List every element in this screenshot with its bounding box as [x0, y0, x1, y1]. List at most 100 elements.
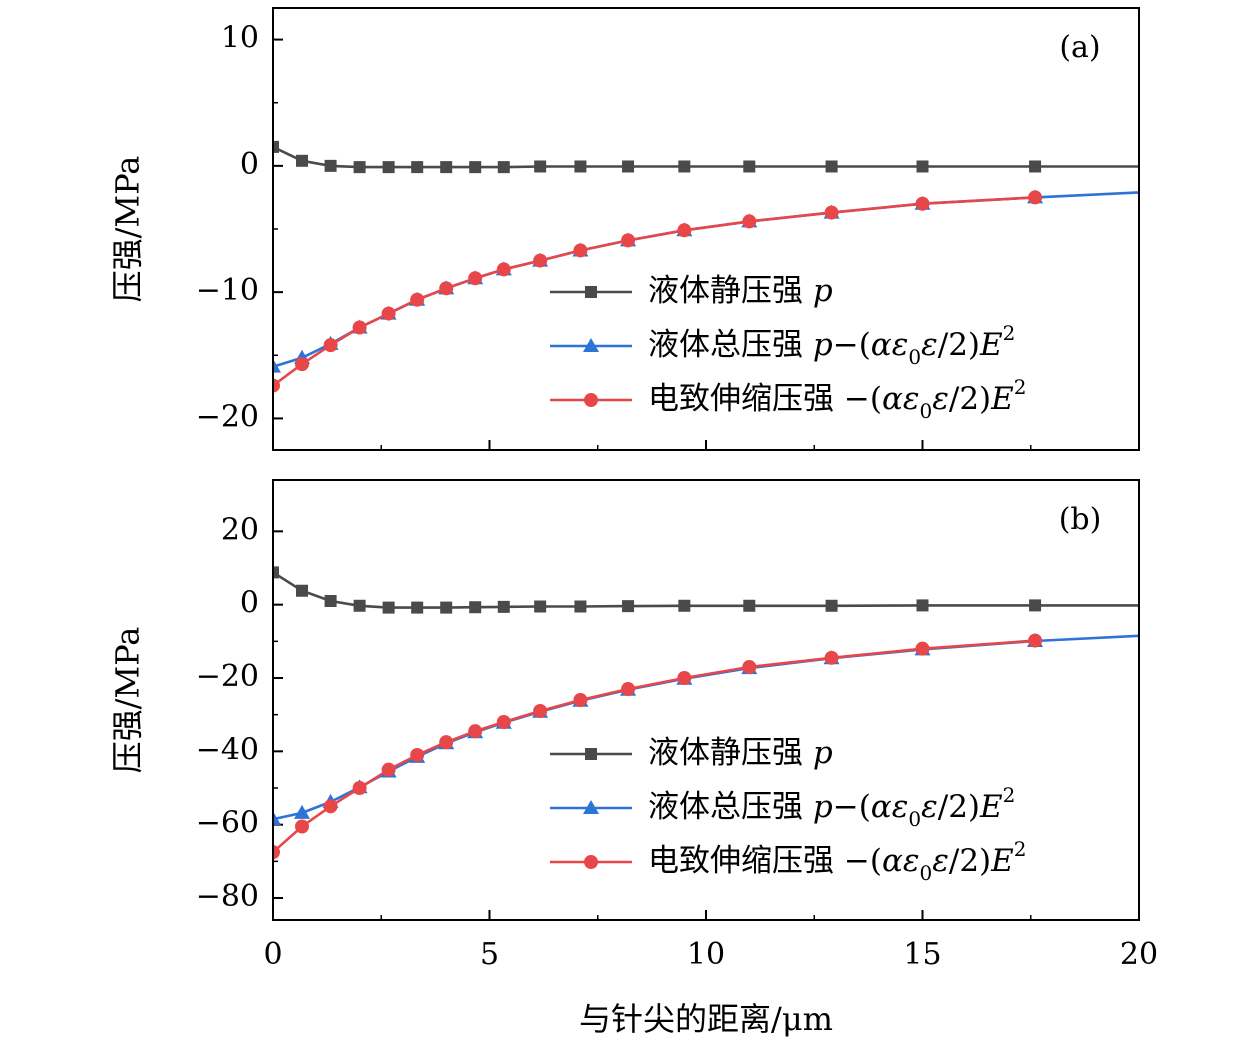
y-axis-title-b: 压强/MPa	[109, 627, 147, 774]
panel-label-a: (a)	[1059, 30, 1100, 65]
y-tick-label: −10	[196, 273, 259, 308]
series-layer-b	[273, 566, 1139, 860]
data-point	[574, 600, 587, 613]
data-point	[825, 599, 838, 612]
y-ticks-b: 20 0 −20 −40 −60 −80	[196, 512, 283, 914]
data-point	[497, 161, 510, 174]
data-point	[469, 161, 482, 174]
legend-label: 液体静压强 p	[648, 735, 833, 771]
data-point	[440, 601, 453, 614]
data-point	[533, 253, 548, 268]
series-line	[273, 145, 1139, 169]
data-point	[323, 799, 338, 814]
series-square	[273, 140, 1139, 174]
legend-swatch-marker	[585, 286, 597, 298]
legend-swatch-marker	[585, 748, 597, 760]
data-point	[621, 682, 636, 696]
x-tick-label: 5	[480, 937, 499, 972]
data-point	[743, 599, 756, 612]
series-circle	[273, 633, 1043, 860]
data-point	[678, 599, 691, 612]
data-point	[382, 601, 395, 614]
data-point	[915, 641, 930, 656]
data-point	[742, 660, 757, 674]
legend-a: 液体静压强 p 液体总压强 p−(αε0ε/2)E2 电致伸缩压强 −(αε0ε/2…	[550, 273, 1027, 423]
x-ticks-b: 0 5 10 15 20	[263, 910, 1158, 972]
data-point	[622, 600, 635, 613]
data-point	[323, 338, 338, 353]
series-line	[273, 571, 1139, 609]
legend-entry: 液体静压强 p	[550, 273, 833, 309]
data-point	[1029, 599, 1042, 612]
plot-frame-a	[272, 7, 1140, 451]
legend-label: 液体总压强 p−(αε0ε/2)E2	[648, 783, 1015, 831]
legend-entry: 电致伸缩压强 −(αε0ε/2)E2	[550, 375, 1027, 423]
data-point	[294, 804, 311, 819]
data-point	[497, 600, 510, 613]
legend-entry: 液体静压强 p	[550, 735, 833, 771]
y-tick-label: 0	[240, 586, 259, 621]
data-point	[273, 566, 279, 579]
data-point	[382, 161, 395, 174]
data-point	[621, 233, 636, 248]
data-point	[353, 161, 366, 174]
legend-label: 电致伸缩压强 −(αε0ε/2)E2	[648, 837, 1027, 885]
x-ticks-a	[272, 440, 1140, 450]
data-point	[410, 748, 425, 762]
data-point	[439, 735, 454, 750]
data-point	[439, 281, 454, 296]
x-tick-label: 0	[263, 937, 282, 972]
legend-b: 液体静压强 p 液体总压强 p−(αε0ε/2)E2 电致伸缩压强 −(αε0ε/2…	[550, 735, 1027, 885]
data-point	[273, 140, 279, 153]
data-point	[1028, 190, 1043, 205]
y-tick-label: −60	[196, 806, 259, 841]
data-point	[534, 600, 547, 613]
y-tick-label: −40	[196, 732, 259, 767]
data-point	[678, 160, 691, 173]
series-layer-a	[273, 140, 1139, 393]
y-tick-label: −20	[196, 659, 259, 694]
legend-swatch-marker	[583, 338, 599, 352]
legend-entry: 电致伸缩压强 −(αε0ε/2)E2	[550, 837, 1027, 885]
panel-label-b: (b)	[1059, 502, 1102, 537]
data-point	[352, 320, 367, 335]
data-point	[411, 601, 424, 614]
y-axis-title-a: 压强/MPa	[109, 156, 147, 303]
y-tick-label: −20	[196, 399, 259, 434]
data-point	[496, 262, 511, 277]
data-point	[677, 671, 692, 685]
legend-label: 液体总压强 p−(αε0ε/2)E2	[648, 321, 1015, 369]
data-point	[534, 160, 547, 173]
x-tick-label: 20	[1120, 937, 1158, 972]
data-point	[468, 271, 483, 286]
y-tick-label: 20	[221, 512, 259, 547]
y-ticks-a: 10 0 −10 −20	[196, 21, 283, 434]
y-tick-label: 10	[221, 21, 259, 56]
data-point	[352, 781, 367, 795]
data-point	[824, 205, 839, 220]
data-point	[273, 845, 280, 860]
data-point	[824, 650, 839, 665]
y-tick-label: 0	[240, 147, 259, 182]
data-point	[410, 292, 425, 307]
data-point	[440, 161, 453, 174]
panel-b: 压强/MPa 20 0 −20 −40 −60 −80 0 5 10 15 20 (b) 液体静压…	[109, 479, 1158, 1038]
legend-label: 电致伸缩压强 −(αε0ε/2)E2	[648, 375, 1027, 423]
data-point	[296, 154, 309, 167]
plot-frame-b	[272, 479, 1140, 921]
data-point	[573, 243, 588, 258]
panel-a: 压强/MPa 10 0 −10 −20 (a) 液体静压强 p 液体总压强 p−(αε0…	[109, 7, 1140, 451]
data-point	[574, 160, 587, 173]
data-point	[411, 161, 424, 174]
y-tick-label: −80	[196, 879, 259, 914]
data-point	[295, 357, 310, 372]
legend-swatch-marker	[583, 800, 599, 814]
data-point	[916, 599, 929, 612]
series-circle	[273, 190, 1043, 393]
legend-swatch-marker	[584, 393, 598, 407]
data-point	[273, 378, 280, 393]
data-point	[296, 584, 309, 597]
data-point	[915, 196, 930, 211]
data-point	[622, 160, 635, 173]
data-point	[742, 214, 757, 229]
